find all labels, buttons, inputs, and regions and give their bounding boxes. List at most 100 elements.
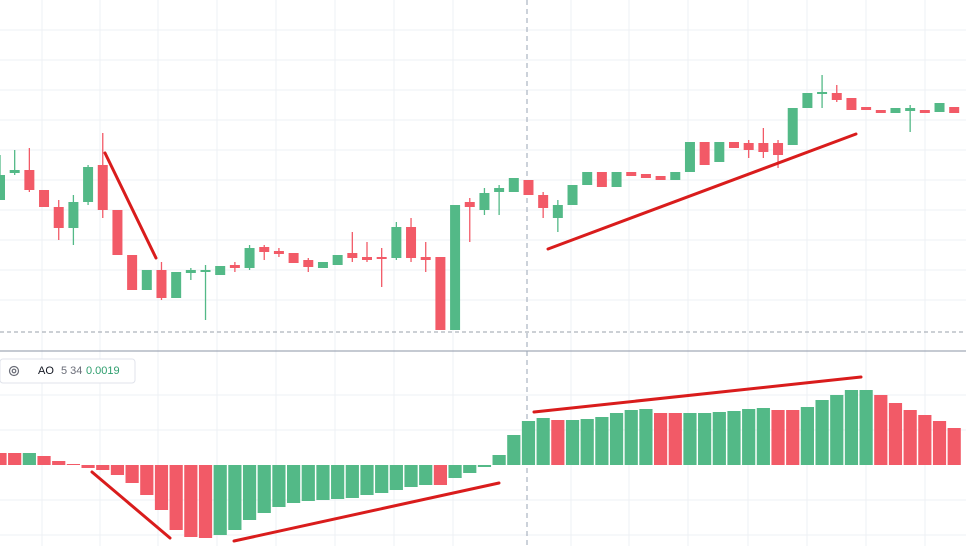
- ao-bar: [800, 407, 814, 465]
- ao-bar: [507, 435, 521, 465]
- indicator-value: 0.0019: [86, 365, 120, 377]
- candle-body: [391, 227, 402, 258]
- ao-bar: [125, 465, 139, 483]
- candle-body: [729, 142, 739, 148]
- candle-body: [684, 142, 695, 172]
- indicator-params: 5 34: [61, 365, 82, 377]
- candle-body: [758, 143, 769, 152]
- candle-body: [787, 108, 798, 145]
- ao-bar: [0, 453, 7, 465]
- legend-box: [0, 358, 136, 384]
- candle-body: [905, 108, 916, 111]
- candle-body: [53, 207, 64, 228]
- ao-bar: [683, 413, 697, 465]
- ao-bar: [903, 410, 917, 465]
- candle-body: [596, 172, 607, 187]
- ao-bar: [492, 455, 506, 465]
- candle-body: [288, 253, 299, 263]
- candle-body: [934, 103, 945, 112]
- ao-bar: [154, 465, 169, 510]
- ao-bar: [654, 413, 668, 465]
- ao-bar: [815, 400, 829, 465]
- candle-body: [127, 255, 138, 290]
- ao-bar: [698, 413, 712, 465]
- candle-body: [9, 170, 20, 173]
- candle-body: [773, 143, 784, 155]
- ao-bar: [448, 465, 462, 478]
- ao-bar: [433, 465, 447, 485]
- candle-body: [949, 107, 960, 113]
- ao-bar: [242, 465, 257, 520]
- candle-body: [435, 257, 446, 330]
- candle-body: [582, 172, 593, 185]
- candle-body: [83, 167, 94, 202]
- ao-bar: [668, 413, 682, 465]
- marks: [0, 75, 961, 538]
- ao-bar: [932, 421, 947, 465]
- candle-body: [303, 260, 314, 267]
- ao-bar: [8, 453, 22, 465]
- ao-bar: [331, 465, 345, 499]
- ao-bar: [316, 465, 330, 500]
- candle-body: [24, 170, 35, 190]
- settings-icon[interactable]: [8, 365, 20, 377]
- ao-bar: [727, 411, 741, 465]
- ao-bar: [96, 465, 110, 470]
- ao-bar: [81, 465, 95, 468]
- candle-body: [875, 110, 886, 113]
- ao-bar: [580, 419, 594, 465]
- ao-bar: [257, 465, 271, 513]
- ao-bar: [565, 420, 580, 465]
- ao-bar: [360, 465, 374, 495]
- candle-body: [831, 93, 842, 100]
- candle-body: [185, 270, 196, 273]
- ao-bar: [624, 410, 638, 465]
- ao-bar: [463, 465, 477, 473]
- ao-bar: [345, 465, 359, 498]
- candle-body: [171, 272, 182, 298]
- ao-bar: [874, 395, 888, 465]
- ao-bar: [609, 413, 624, 465]
- ao-bar: [595, 417, 609, 465]
- candle-body: [626, 172, 637, 176]
- candle-body: [376, 257, 387, 259]
- ao-bar: [375, 465, 389, 493]
- candle-body: [655, 176, 666, 180]
- candle-body: [68, 202, 79, 228]
- candle-body: [259, 247, 270, 252]
- ao-bar: [712, 412, 726, 465]
- ao-bar: [169, 465, 183, 530]
- ao-bar: [756, 408, 770, 465]
- candle-body: [332, 255, 343, 265]
- indicator-legend: AO 5 34 0.0019: [0, 358, 136, 384]
- candle-body: [670, 172, 681, 180]
- ao-bar: [947, 428, 961, 465]
- ao-bar: [213, 465, 227, 535]
- candle-body: [406, 227, 417, 258]
- ao-bar: [228, 465, 242, 530]
- ao-bar: [786, 410, 800, 465]
- candle-body: [846, 98, 857, 110]
- candle-body: [244, 248, 255, 268]
- ao-bar: [389, 465, 403, 490]
- ao-bar: [66, 464, 80, 465]
- ao-bar: [198, 465, 213, 538]
- ao-bar: [272, 465, 286, 507]
- ao-bar: [52, 461, 66, 465]
- candle-body: [200, 270, 211, 272]
- ao-bar: [22, 453, 36, 465]
- ao-bar: [551, 420, 565, 465]
- ao-bar: [287, 465, 301, 503]
- candle-body: [919, 110, 930, 113]
- candle-body: [817, 92, 828, 94]
- candle-body: [714, 142, 725, 162]
- ao-bar: [918, 415, 932, 465]
- trend-lines: [90, 132, 863, 543]
- candle-body: [347, 253, 358, 258]
- candle-body: [552, 205, 563, 218]
- candle-body: [567, 185, 578, 205]
- candle-body: [39, 190, 50, 207]
- candle-body: [494, 188, 505, 192]
